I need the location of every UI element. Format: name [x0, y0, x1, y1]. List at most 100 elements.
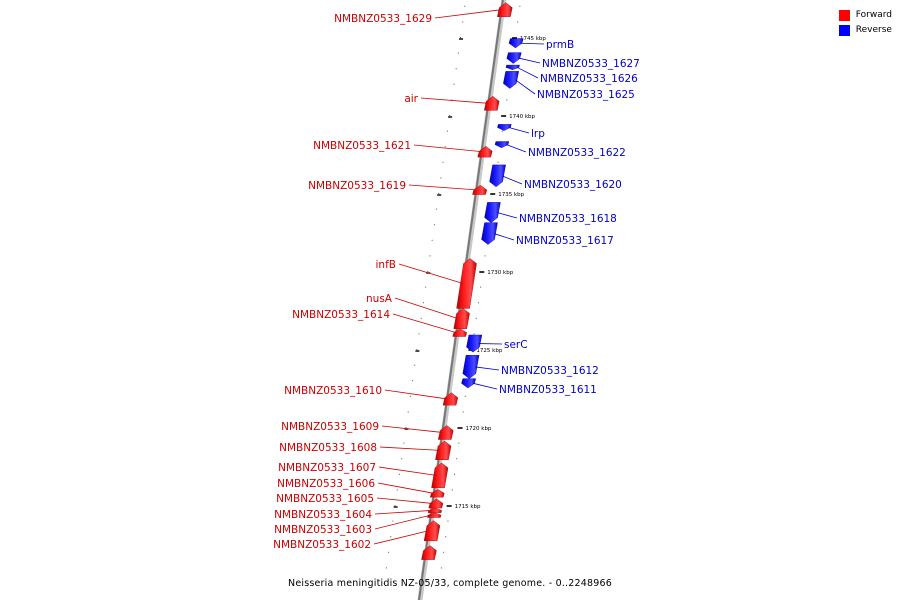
minor-tick	[433, 224, 435, 226]
minor-tick	[429, 255, 431, 257]
gene-label: lrp	[531, 128, 545, 140]
gene-arrow-unnamed[interactable]	[421, 545, 437, 560]
gene-arrow-NMBNZ0533_1622[interactable]	[494, 141, 510, 148]
leader-line	[374, 510, 432, 515]
gene-arrow-NMBNZ0533_1608[interactable]	[435, 440, 452, 460]
gene-label: air	[404, 93, 418, 105]
gene-arrow-NMBNZ0533_1611[interactable]	[461, 378, 477, 389]
minor-tick	[455, 68, 457, 70]
leader-line	[520, 42, 545, 45]
gene-arrow-NMBNZ0533_1602[interactable]	[423, 520, 441, 542]
minor-tick	[453, 83, 455, 85]
minor-tick	[464, 5, 466, 7]
minor-tick	[477, 302, 479, 304]
gene-label: infB	[376, 259, 396, 271]
gene-arrow-NMBNZ0533_1621[interactable]	[477, 145, 493, 158]
minor-tick	[431, 239, 433, 241]
gene-arrow-NMBNZ0533_1605[interactable]	[428, 498, 444, 509]
gene-arrow-NMBNZ0533_1627[interactable]	[506, 52, 522, 64]
gene-label: serC	[504, 339, 528, 351]
leader-line	[394, 297, 459, 319]
gene-label: NMBNZ0533_1610	[284, 385, 382, 397]
leader-line	[381, 425, 443, 433]
tick-label: 1725 kbp	[476, 348, 502, 354]
leader-line	[373, 530, 429, 545]
gene-arrow-NMBNZ0533_1607[interactable]	[431, 462, 449, 489]
minor-tick	[390, 536, 392, 538]
minor-tick	[418, 333, 420, 335]
gene-label: prmB	[546, 39, 574, 51]
leader-line	[398, 263, 464, 284]
minor-tick	[480, 286, 482, 288]
leader-line	[506, 144, 527, 153]
minor-tick	[484, 255, 486, 257]
gene-label: NMBNZ0533_1620	[524, 179, 622, 191]
gene-arrow-NMBNZ0533_1619[interactable]	[472, 184, 488, 195]
leader-line	[376, 497, 433, 504]
minor-tick	[462, 21, 464, 23]
minor-tick	[497, 161, 499, 163]
gene-arrow-lrp[interactable]	[497, 124, 512, 131]
gene-arrow-NMBNZ0533_1625[interactable]	[503, 71, 519, 89]
minor-tick-marks	[383, 5, 521, 584]
leader-line	[496, 212, 518, 219]
gene-label: NMBNZ0533_1608	[279, 442, 377, 454]
leader-line	[377, 482, 434, 494]
map-caption: Neisseria meningitidis NZ-05/33, complet…	[288, 578, 612, 589]
gene-arrow-prmB[interactable]	[508, 38, 524, 49]
minor-tick	[383, 583, 385, 584]
gene-arrow-NMBNZ0533_1604[interactable]	[427, 507, 442, 513]
gene-label: NMBNZ0533_1606	[277, 478, 375, 490]
minor-tick	[440, 177, 442, 179]
minor-tick	[447, 520, 449, 522]
leader-line	[378, 466, 437, 476]
gene-arrow-NMBNZ0533_1618[interactable]	[484, 202, 501, 223]
gene-label: NMBNZ0533_1611	[499, 384, 597, 396]
legend-forward: Forward	[838, 8, 892, 23]
minor-tick	[385, 567, 387, 569]
gene-arrow-nusA[interactable]	[453, 308, 470, 329]
tick-label: 1735 kbp	[498, 192, 524, 198]
gene-arrow-NMBNZ0533_1629[interactable]	[497, 2, 513, 17]
gene-arrow-NMBNZ0533_1610[interactable]	[442, 392, 459, 406]
minor-tick	[401, 458, 403, 460]
minor-tick	[475, 317, 477, 319]
minor-tick	[444, 146, 446, 148]
gene-arrow-infB[interactable]	[456, 258, 477, 309]
minor-tick	[442, 161, 444, 163]
gene-arrow-NMBNZ0533_1620[interactable]	[489, 164, 506, 188]
leader-line	[413, 144, 482, 153]
minor-tick	[398, 473, 400, 475]
gene-label: NMBNZ0533_1617	[516, 235, 614, 247]
gene-label: NMBNZ0533_1602	[273, 539, 371, 551]
minor-tick	[457, 52, 459, 54]
tick-label: 1740 kbp	[509, 114, 535, 120]
gene-arrow-serC[interactable]	[466, 334, 483, 353]
minor-tick	[458, 442, 460, 444]
gene-arrow-NMBNZ0533_1617[interactable]	[481, 222, 498, 245]
gene-arrow-NMBNZ0533_1603[interactable]	[427, 512, 442, 518]
gene-label: NMBNZ0533_1619	[308, 180, 406, 192]
gene-arrow-NMBNZ0533_1626[interactable]	[505, 64, 520, 70]
leader-line	[501, 175, 523, 185]
gene-arrow-NMBNZ0533_1612[interactable]	[462, 355, 480, 379]
leader-line	[379, 446, 440, 451]
minor-tick	[438, 193, 440, 194]
minor-tick	[501, 130, 503, 132]
gene-label: NMBNZ0533_1618	[519, 213, 617, 225]
tick-label: 1715 kbp	[455, 504, 481, 510]
tick-label: 1720 kbp	[466, 426, 492, 432]
minor-tick	[396, 489, 398, 491]
reverse-swatch	[838, 25, 850, 36]
gene-arrow-air[interactable]	[484, 96, 500, 111]
gene-label: NMBNZ0533_1625	[537, 89, 635, 101]
gene-arrow-NMBNZ0533_1609[interactable]	[438, 425, 454, 440]
leader-line	[392, 313, 457, 334]
leader-line	[517, 67, 539, 79]
minor-tick	[405, 427, 407, 428]
gene-arrow-NMBNZ0533_1614[interactable]	[452, 328, 467, 337]
minor-tick	[506, 99, 508, 101]
gene-arrow-NMBNZ0533_1606[interactable]	[429, 489, 445, 498]
minor-tick	[443, 551, 445, 553]
minor-tick	[517, 21, 519, 23]
